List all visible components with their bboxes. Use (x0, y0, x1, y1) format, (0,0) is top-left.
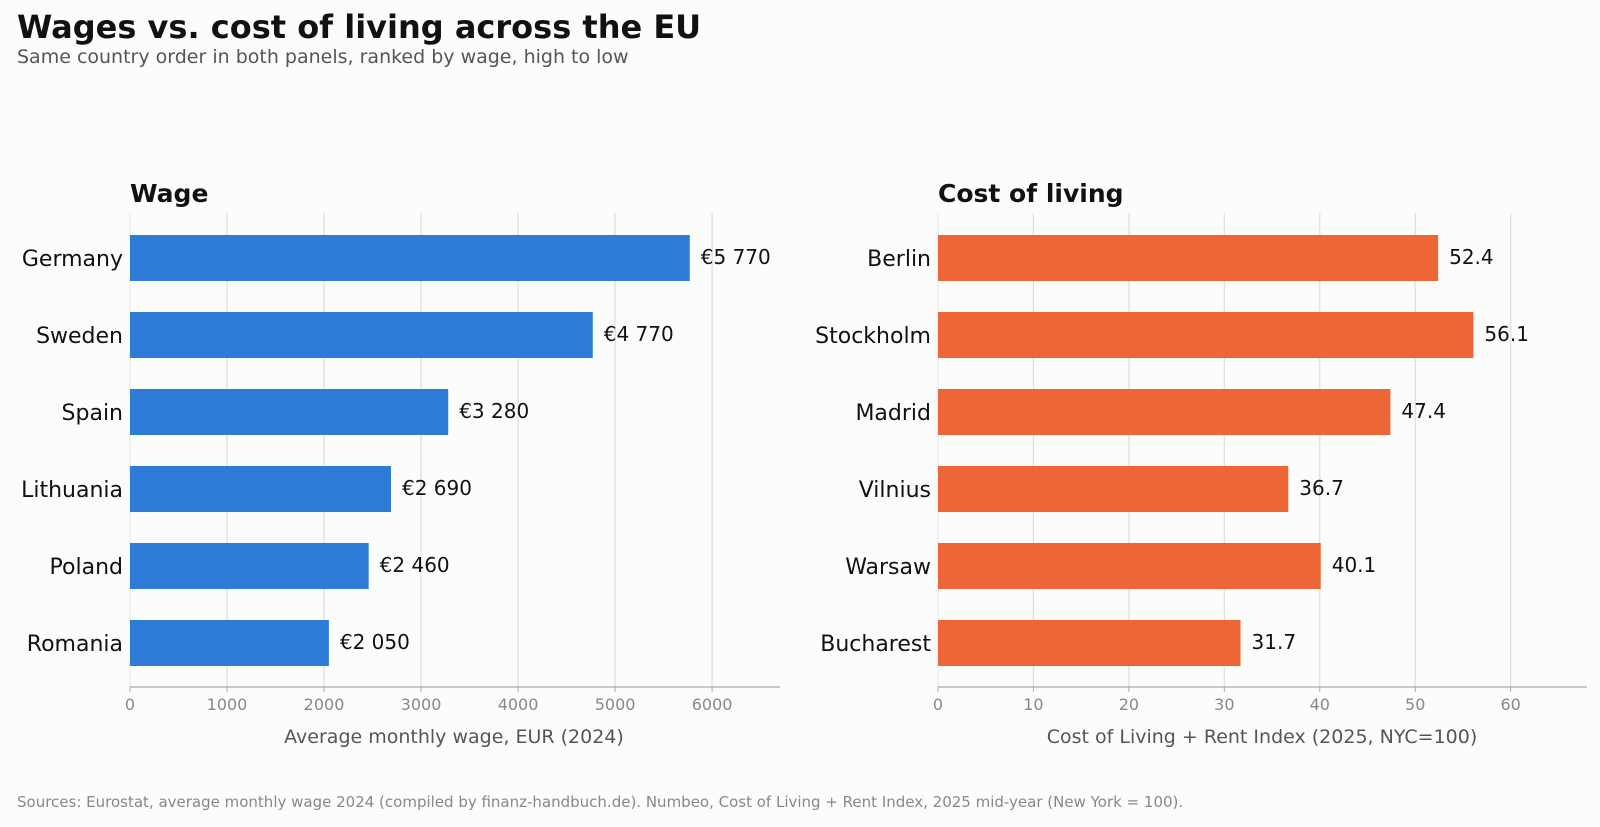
cost-value-label: 36.7 (1299, 476, 1344, 500)
cost-bar (938, 389, 1391, 435)
wage-x-axis-label: Average monthly wage, EUR (2024) (284, 726, 624, 748)
wage-tick-label: 0 (125, 695, 135, 714)
cost-tick-label: 20 (1119, 695, 1139, 714)
cost-category-label: Berlin (867, 247, 931, 272)
cost-value-label: 52.4 (1449, 245, 1494, 269)
wage-value-label: €2 460 (380, 553, 450, 577)
cost-bar (938, 543, 1321, 589)
cost-bar (938, 466, 1289, 512)
wage-bar (130, 466, 391, 512)
wage-tick-label: 4000 (498, 695, 539, 714)
cost-tick-label: 0 (933, 695, 943, 714)
cost-category-label: Vilnius (859, 478, 931, 503)
wage-value-label: €4 770 (604, 322, 674, 346)
cost-tick-label: 40 (1310, 695, 1330, 714)
wage-tick-label: 2000 (304, 695, 345, 714)
cost-category-label: Warsaw (845, 555, 931, 580)
cost-value-label: 31.7 (1252, 630, 1297, 654)
cost-category-label: Bucharest (820, 632, 931, 657)
wage-bar (130, 312, 593, 358)
wage-category-label: Spain (62, 401, 123, 426)
page-subtitle: Same country order in both panels, ranke… (17, 46, 629, 68)
cost-bars (938, 235, 1474, 666)
cost-value-label: 40.1 (1332, 553, 1377, 577)
cost-value-label: 47.4 (1401, 399, 1446, 423)
wage-tick-label: 3000 (401, 695, 442, 714)
wage-value-label: €3 280 (459, 399, 529, 423)
cost-tick-label: 60 (1500, 695, 1520, 714)
source-note: Sources: Eurostat, average monthly wage … (17, 793, 1184, 811)
cost-panel: Cost of living Berlin Stockholm Madrid Viln… (815, 179, 1587, 748)
cost-category-label: Stockholm (815, 324, 931, 349)
cost-x-axis-label: Cost of Living + Rent Index (2025, NYC=1… (1047, 726, 1478, 748)
cost-category-labels: Berlin Stockholm Madrid Vilnius Warsaw Buchar… (815, 247, 931, 657)
wage-category-label: Romania (27, 632, 123, 657)
wage-category-label: Lithuania (21, 478, 123, 503)
wage-bar (130, 389, 449, 435)
wage-panel: Wage Germany Sweden Spain Lithuania Poland Ro… (21, 179, 780, 748)
cost-tick-labels: 0 10 20 30 40 50 60 (933, 687, 1521, 714)
wage-bars (130, 235, 690, 666)
cost-category-label: Madrid (855, 401, 931, 426)
cost-value-labels: 52.4 56.1 47.4 36.7 40.1 31.7 (1252, 245, 1529, 654)
wage-value-label: €2 050 (340, 630, 410, 654)
cost-value-label: 56.1 (1484, 322, 1529, 346)
cost-bar (938, 620, 1241, 666)
wage-tick-labels: 0 1000 2000 3000 4000 5000 6000 (125, 687, 733, 714)
cost-tick-label: 30 (1214, 695, 1234, 714)
wage-bar (130, 235, 690, 281)
cost-bar (938, 312, 1474, 358)
wage-bar (130, 620, 329, 666)
wage-gridlines (129, 213, 713, 687)
wage-bar (130, 543, 369, 589)
wage-value-label: €2 690 (402, 476, 472, 500)
wage-value-label: €5 770 (701, 245, 771, 269)
cost-tick-label: 50 (1405, 695, 1425, 714)
wage-tick-label: 5000 (595, 695, 636, 714)
wage-tick-label: 1000 (207, 695, 248, 714)
wage-panel-title: Wage (130, 179, 208, 208)
wage-category-label: Sweden (36, 324, 123, 349)
wage-value-labels: €5 770 €4 770 €3 280 €2 690 €2 460 €2 050 (340, 245, 771, 654)
wage-category-labels: Germany Sweden Spain Lithuania Poland Romania (21, 247, 123, 657)
cost-gridlines (937, 213, 1512, 687)
wage-category-label: Germany (22, 247, 123, 272)
cost-bar (938, 235, 1439, 281)
page-title: Wages vs. cost of living across the EU (17, 8, 702, 46)
wage-tick-label: 6000 (692, 695, 733, 714)
cost-panel-title: Cost of living (938, 179, 1124, 208)
wage-category-label: Poland (50, 555, 123, 580)
cost-tick-label: 10 (1023, 695, 1043, 714)
